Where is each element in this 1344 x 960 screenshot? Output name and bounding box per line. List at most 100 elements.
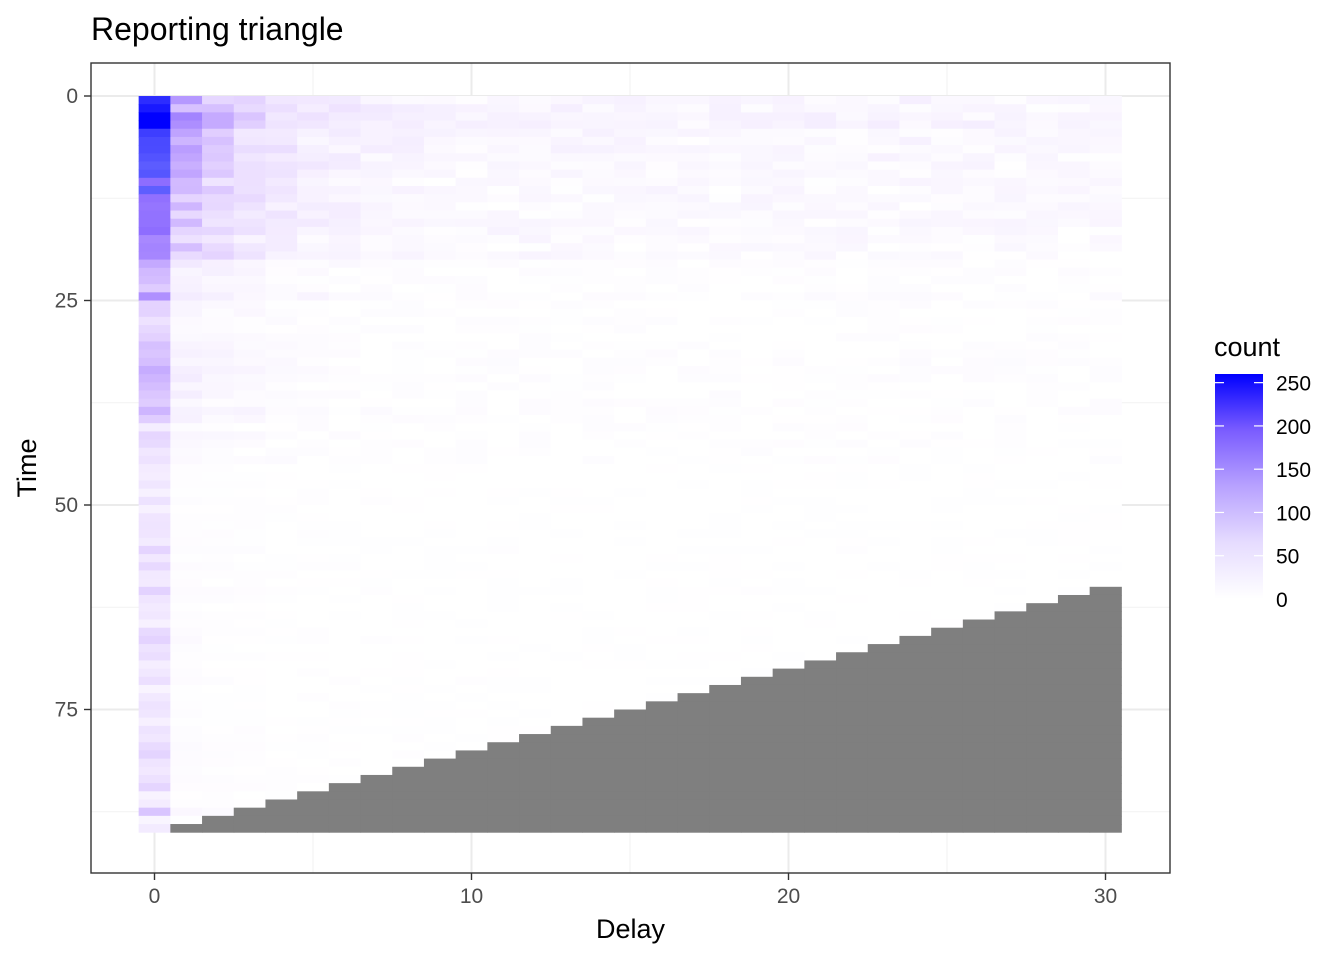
heatmap-cell [360,267,393,277]
heatmap-cell [677,243,710,252]
heatmap-cell [931,120,964,130]
heatmap-cell [1026,308,1059,318]
heatmap-cell [170,202,203,212]
heatmap-cell [899,586,932,596]
heatmap-cell [931,734,964,743]
heatmap-cell [550,120,583,130]
heatmap-cell [455,799,488,809]
heatmap-cell [1089,243,1122,252]
heatmap-cell [328,202,362,212]
heatmap-cell [455,496,488,506]
heatmap-cell [170,554,203,563]
heatmap-cell [170,742,203,751]
heatmap-cell [487,676,520,686]
heatmap-cell [614,570,647,580]
heatmap-cell [392,136,425,146]
heatmap-cell [487,251,520,261]
heatmap-cell [931,349,964,359]
heatmap-cell [487,447,520,457]
heatmap-cell [645,316,679,326]
heatmap-cell [645,635,679,645]
heatmap-cell [709,349,742,359]
heatmap-cell [931,660,964,670]
heatmap-cell [867,554,900,563]
heatmap-cell [265,251,298,261]
heatmap-cell [740,316,774,326]
heatmap-cell [709,455,742,465]
heatmap-cell [1089,423,1122,432]
heatmap-cell [423,145,457,154]
heatmap-cell [550,807,583,817]
heatmap-cell [994,807,1027,817]
heatmap-cell [709,153,742,162]
heatmap-cell [138,783,171,792]
heatmap-cell [202,300,235,310]
heatmap-cell [360,586,393,596]
heatmap-cell [138,545,171,555]
heatmap-cell [360,153,393,162]
heatmap-cell [931,488,964,498]
heatmap-cell [455,807,488,817]
heatmap-cell [265,693,298,702]
heatmap-cell [487,112,520,122]
heatmap-cell [392,570,425,580]
heatmap-cell [677,701,710,711]
heatmap-cell [233,300,266,310]
heatmap-cell [265,562,298,571]
heatmap-cell [233,226,266,236]
heatmap-cell [1026,235,1059,244]
heatmap-cell [804,619,837,629]
heatmap-cell [740,284,774,293]
heatmap-cell [487,406,520,416]
heatmap-cell [297,505,330,514]
heatmap-cell [170,619,203,629]
heatmap-cell [202,382,235,391]
heatmap-cell [423,112,457,122]
heatmap-cell [899,619,932,629]
heatmap-cell [392,472,425,481]
heatmap-cell [994,758,1027,768]
heatmap-cell [994,390,1027,400]
heatmap-cell [1026,455,1059,465]
heatmap-cell [804,750,837,760]
heatmap-cell [962,701,996,711]
heatmap-cell [202,398,235,408]
heatmap-cell [677,259,710,269]
heatmap-cell [1089,783,1122,792]
heatmap-cell [297,455,330,465]
heatmap-cell [550,153,583,162]
heatmap-cell [170,447,203,457]
heatmap-cell [899,554,932,563]
heatmap-cell [455,439,488,449]
heatmap-cell [519,693,552,702]
heatmap-cell [899,235,932,244]
heatmap-cell [138,267,171,277]
heatmap-cell [487,226,520,236]
heatmap-cell [1057,447,1091,457]
heatmap-cell [360,554,393,563]
heatmap-cell [202,586,235,596]
heatmap-cell [487,374,520,383]
heatmap-cell [519,660,552,670]
heatmap-cell [265,390,298,400]
heatmap-cell [455,316,488,326]
heatmap-cell [360,627,393,637]
heatmap-cell [836,365,869,375]
heatmap-cell [645,529,679,539]
heatmap-cell [614,112,647,122]
heatmap-cell [740,104,774,113]
heatmap-cell [677,513,710,522]
heatmap-cell [360,635,393,645]
heatmap-cell [614,603,647,612]
heatmap-cell [360,709,393,719]
heatmap-cell [487,365,520,375]
heatmap-cell [265,292,298,302]
heatmap-cell [962,251,996,261]
heatmap-cell [804,668,837,678]
heatmap-cell [297,513,330,522]
heatmap-cell [550,267,583,277]
heatmap-cell [392,235,425,244]
heatmap-cell [836,709,869,719]
heatmap-cell [138,709,171,719]
heatmap-cell [962,169,996,179]
